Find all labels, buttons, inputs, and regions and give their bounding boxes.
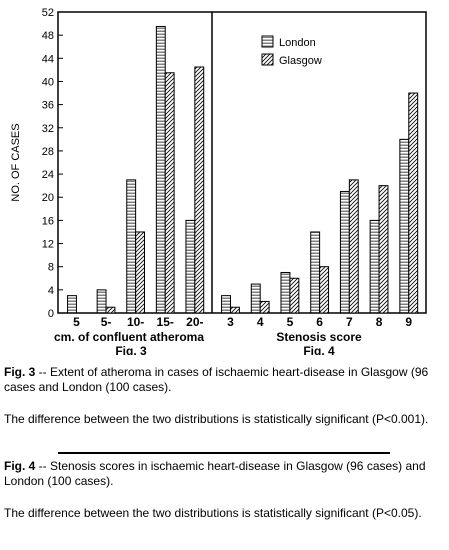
fig4-caption-label: Fig. 4 [4,459,36,473]
bars-layer [67,25,419,314]
x-tick-label: 4 [257,315,264,329]
x-tick-label: 9 [405,315,412,329]
bar-london [221,295,231,314]
bar-london [310,231,321,314]
y-tick-label: 32 [42,123,54,135]
fig3-significance-note: The difference between the two distribut… [4,412,429,426]
figure-label: Fig. 3 [115,344,147,355]
plot-frame [57,11,427,314]
plot-border [57,11,427,314]
bar-glasgow [229,306,240,314]
y-tick-label: 16 [42,215,54,227]
bar-london [155,25,166,314]
legend: London Glasgow [261,35,322,67]
x-tick-label: 3 [227,315,234,329]
x-tick-label: 6 [316,315,323,329]
x-tick-label: 15- [157,315,174,329]
fig4-caption-text: -- Stenosis scores in ischaemic heart-di… [4,459,426,488]
bar-london [280,271,291,314]
bar-london [339,190,350,314]
y-tick-label: 40 [42,76,54,88]
bar-glasgow [135,231,146,314]
fig4-significance-note: The difference between the two distribut… [4,506,422,520]
bar-london [250,283,261,314]
bar-london [67,295,77,314]
x-axis: 5 5- 10- 15- 20-cm. of confluent atheromaFig… [54,315,412,355]
bar-glasgow [319,266,330,314]
legend-swatch-glasgow [261,53,274,66]
x-tick-label: 10- [127,315,144,329]
y-tick-label: 24 [42,169,54,181]
y-tick-label: 36 [42,100,54,112]
bar-glasgow [289,277,300,314]
y-tick-label: 48 [42,30,54,42]
bar-glasgow [105,306,116,314]
fig4-caption: Fig. 4 -- Stenosis scores in ischaemic h… [4,459,444,489]
y-axis-label: NO. OF CASES [10,123,22,201]
fig3-caption: Fig. 3 -- Extent of atheroma in cases of… [4,365,444,395]
y-tick-label: 4 [48,285,54,297]
bar-london [399,138,410,314]
y-tick-label: 28 [42,146,54,158]
x-tick-label: 20- [186,315,203,329]
x-axis-label: cm. of confluent atheroma [54,330,204,344]
y-tick-label: 44 [42,53,54,65]
bar-glasgow [348,179,359,314]
x-tick-label: 5 [287,315,294,329]
x-tick-label: 5 [73,315,80,329]
y-tick-label: 52 [42,7,54,19]
bar-glasgow [408,92,419,314]
bar-glasgow [378,185,389,314]
y-tick-label: 8 [48,262,54,274]
bar-london [369,219,380,314]
legend-label-london: London [279,37,316,49]
bar-glasgow [164,72,175,314]
legend-swatch-london [261,35,274,48]
legend-label-glasgow: Glasgow [279,55,322,67]
x-tick-label: 8 [376,315,383,329]
y-tick-label: 12 [42,239,54,251]
x-axis-label: Stenosis score [276,330,362,344]
caption-divider [58,452,390,454]
x-tick-label: 5- [101,315,112,329]
bar-glasgow [194,66,205,314]
y-tick-label: 0 [48,308,54,320]
x-tick-label: 7 [346,315,353,329]
figure-label: Fig. 4 [303,344,335,355]
bar-london [126,179,137,314]
bar-london [96,289,107,314]
fig3-caption-text: -- Extent of atheroma in cases of ischae… [4,365,429,394]
bar-glasgow [259,300,270,314]
y-tick-label: 20 [42,192,54,204]
fig3-caption-label: Fig. 3 [4,365,36,379]
bar-london [185,219,196,314]
